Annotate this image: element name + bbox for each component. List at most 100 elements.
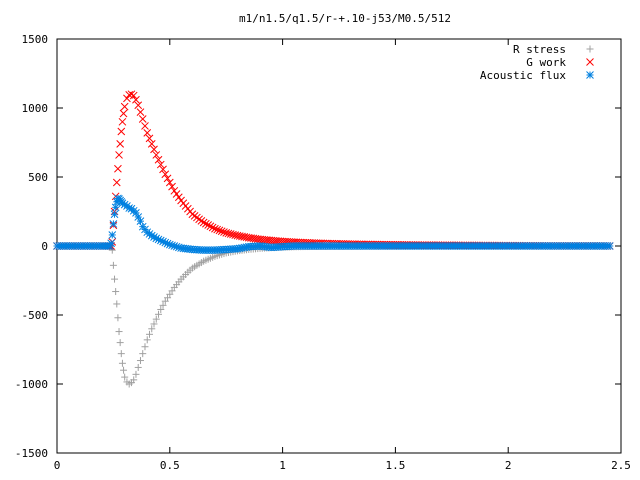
legend-label: G work [526, 56, 566, 69]
data-point [109, 220, 118, 228]
legend-label: R stress [513, 43, 566, 56]
data-point [127, 90, 136, 99]
data-point [222, 229, 231, 237]
data-point [132, 370, 140, 378]
data-point [152, 151, 161, 159]
data-point [132, 95, 140, 104]
series-layer [53, 90, 614, 388]
series-g-work [53, 90, 614, 250]
data-point [208, 223, 217, 232]
data-point [141, 122, 149, 130]
data-point [115, 151, 123, 159]
x-tick-label: 1 [279, 459, 286, 472]
data-point [202, 219, 210, 228]
data-point [161, 170, 170, 179]
data-point [145, 134, 154, 143]
data-point [138, 115, 147, 123]
data-point [118, 117, 127, 126]
data-point [220, 228, 228, 236]
x-tick-label: 0 [54, 459, 61, 472]
data-point [213, 225, 222, 234]
data-point [139, 350, 147, 358]
data-point [168, 182, 176, 191]
data-point [148, 325, 156, 333]
data-point [120, 102, 129, 111]
data-point [215, 226, 224, 235]
data-point [109, 261, 117, 269]
legend-marker [586, 71, 594, 79]
data-point [112, 178, 121, 187]
data-point [119, 109, 128, 118]
data-point [150, 145, 158, 154]
legend-label: Acoustic flux [480, 69, 566, 82]
data-point [165, 178, 174, 187]
y-tick-label: 1500 [22, 33, 49, 46]
data-point [159, 165, 167, 174]
data-point [129, 91, 138, 100]
data-point [136, 108, 145, 116]
data-point [156, 160, 165, 169]
series-acoustic-flux [53, 194, 614, 254]
data-point [152, 315, 160, 323]
data-point [157, 305, 165, 313]
data-point [134, 363, 142, 371]
y-tick-label: 0 [41, 240, 48, 253]
series-r-stress [53, 242, 614, 388]
data-point [130, 376, 138, 384]
data-point [231, 231, 240, 239]
data-point [134, 101, 143, 110]
y-tick-label: 1000 [22, 102, 49, 115]
data-point [211, 224, 219, 233]
data-point [163, 174, 172, 183]
data-point [155, 310, 163, 318]
axes: 0 0.5 1 1.5 2 2.5 -1500 -1000 -500 0 500 1000 1500 [15, 33, 631, 472]
data-point [154, 155, 163, 164]
data-point [224, 229, 233, 238]
data-point [145, 330, 153, 338]
data-point [116, 140, 125, 148]
data-point [117, 350, 125, 358]
y-tick-label: -500 [22, 309, 49, 322]
data-point [112, 288, 120, 296]
data-point [107, 239, 115, 248]
data-point [121, 373, 129, 381]
data-point [199, 218, 208, 227]
y-tick-label: 500 [28, 171, 48, 184]
legend-marker [586, 58, 594, 66]
data-point [113, 300, 121, 308]
x-tick-label: 2.5 [611, 459, 631, 472]
data-point [217, 227, 226, 236]
x-tick-label: 2 [505, 459, 512, 472]
data-point [605, 242, 614, 250]
data-point [206, 222, 215, 231]
data-point [143, 336, 151, 344]
data-point [116, 339, 124, 347]
data-point [115, 328, 123, 336]
x-tick-label: 1.5 [385, 459, 405, 472]
data-point [120, 366, 128, 374]
data-point [147, 140, 156, 148]
data-point [114, 314, 122, 322]
y-tick-label: -1500 [15, 447, 48, 460]
data-point [117, 127, 126, 136]
data-point [111, 275, 119, 283]
y-tick-label: -1000 [15, 378, 48, 391]
data-point [118, 359, 126, 367]
data-point [226, 230, 235, 238]
data-point [174, 193, 183, 202]
data-point [229, 230, 237, 239]
data-point [170, 186, 179, 195]
data-point [108, 231, 117, 239]
data-point [110, 210, 119, 219]
x-tick-label: 0.5 [160, 459, 180, 472]
legend-marker [586, 45, 594, 53]
data-point [143, 128, 152, 137]
data-point [150, 320, 158, 328]
data-point [172, 190, 181, 198]
data-point [159, 301, 167, 309]
data-point [141, 343, 149, 351]
data-point [204, 221, 213, 229]
data-point [136, 357, 144, 365]
